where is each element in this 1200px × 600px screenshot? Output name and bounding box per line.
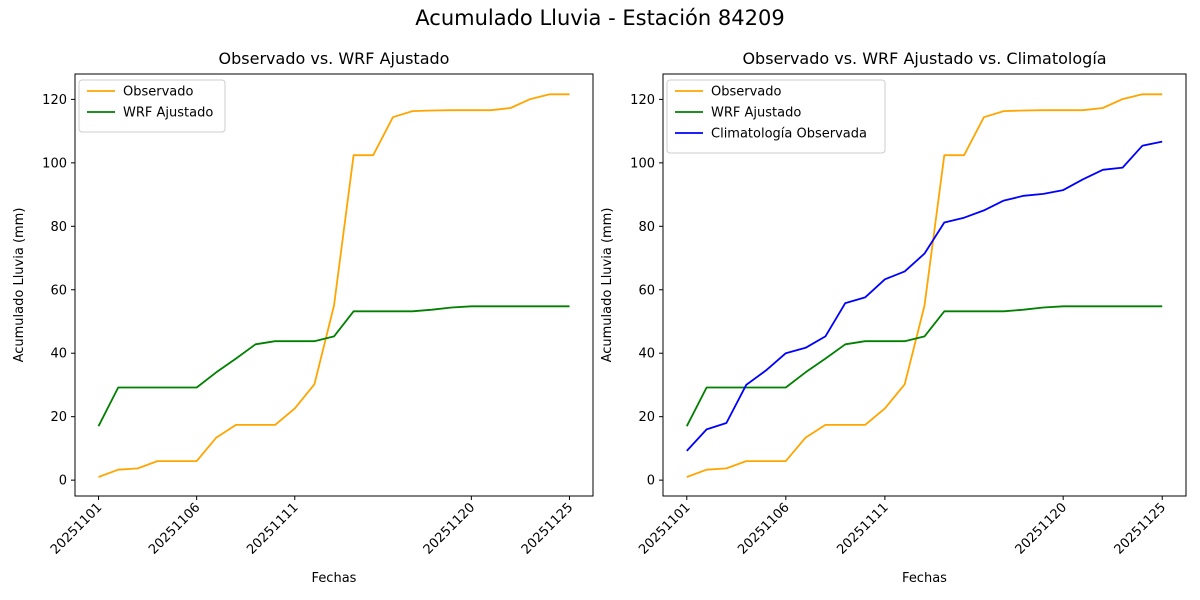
y-axis-label: Acumulado Lluvia (mm) [12, 208, 27, 363]
y-tick-label: 0 [59, 474, 67, 489]
legend-entry: WRF Ajustado [711, 106, 801, 121]
y-tick-label: 20 [638, 410, 655, 425]
x-axis-label: Fechas [902, 571, 947, 586]
x-tick-label: 20251125 [519, 500, 576, 557]
x-tick-label: 20251120 [421, 500, 478, 557]
plot-frame [662, 73, 1187, 497]
x-tick-label: 20251106 [146, 500, 203, 557]
y-tick-label: 120 [630, 93, 655, 108]
y-axis-label: Acumulado Lluvia (mm) [600, 208, 615, 363]
chart-title: Observado vs. WRF Ajustado vs. Climatolo… [742, 49, 1106, 68]
x-tick-label: 20251120 [1013, 500, 1070, 557]
y-tick-label: 80 [638, 220, 655, 235]
x-tick-label: 20251125 [1112, 500, 1169, 557]
series-line-2 [97, 305, 570, 427]
x-axis-label: Fechas [312, 571, 357, 586]
y-tick-label: 40 [638, 347, 655, 362]
y-tick-label: 20 [50, 410, 67, 425]
legend-entry: WRF Ajustado [123, 106, 213, 121]
y-tick-label: 0 [647, 474, 655, 489]
y-tick-label: 80 [50, 220, 67, 235]
x-tick-label: 20251111 [834, 500, 891, 557]
legend-entry: Climatología Observada [711, 127, 867, 142]
legend-entry: Observado [711, 85, 782, 100]
y-tick-label: 100 [630, 156, 655, 171]
chart-panel-1: Observado vs. WRF Ajustado 0 20 40 60 80 100 12… [12, 49, 594, 586]
series-line-2 [685, 305, 1163, 427]
chart-panel-2: Observado vs. WRF Ajustado vs. Climatolo… [600, 49, 1187, 586]
y-tick-label: 60 [638, 283, 655, 298]
x-tick-label: 20251111 [244, 500, 301, 557]
y-tick-label: 60 [50, 283, 67, 298]
y-tick-label: 40 [50, 347, 67, 362]
series-line-3 [686, 140, 1163, 452]
series-line-1 [98, 93, 570, 478]
figure-title: Acumulado Lluvia - Estación 84209 [415, 6, 785, 30]
legend-entry: Observado [123, 85, 194, 100]
x-tick-label: 20251101 [48, 500, 105, 557]
series-line-1 [686, 93, 1163, 478]
y-tick-label: 120 [42, 93, 67, 108]
y-tick-label: 100 [42, 156, 67, 171]
chart-title: Observado vs. WRF Ajustado [219, 49, 450, 68]
legend-box [666, 79, 886, 154]
plot-frame [74, 73, 594, 497]
x-tick-label: 20251106 [735, 500, 792, 557]
legend-box [78, 79, 226, 133]
x-tick-label: 20251101 [636, 500, 693, 557]
